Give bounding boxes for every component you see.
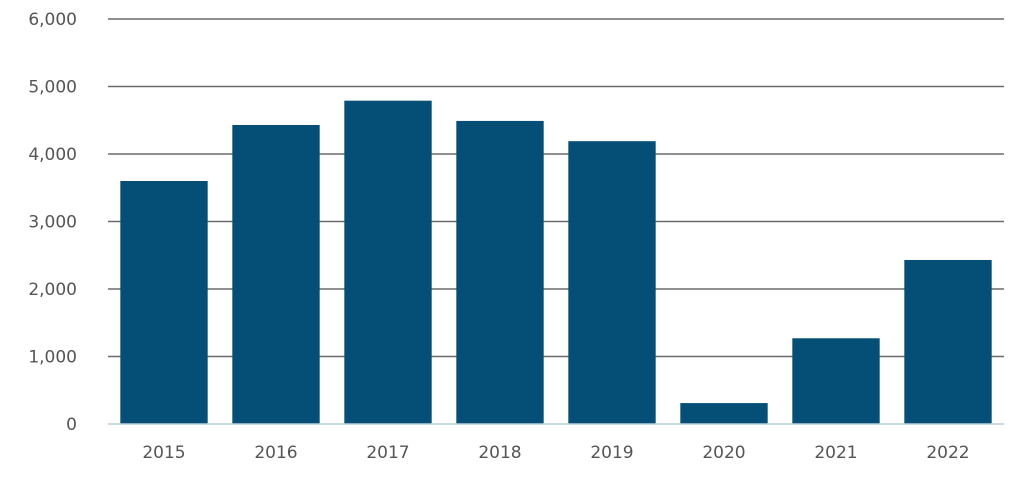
bar-2018 <box>456 120 544 425</box>
x-tick-label: 2015 <box>142 443 185 463</box>
bar-2022 <box>904 259 992 424</box>
y-axis-tick-labels: 0 1,000 2,000 3,000 4,000 5,000 6,000 <box>28 10 77 435</box>
bar-2020 <box>680 403 768 424</box>
x-tick-label: 2020 <box>702 443 745 463</box>
bar-2017 <box>344 100 432 425</box>
x-tick-label: 2019 <box>590 443 633 463</box>
y-tick-label: 5,000 <box>28 78 77 98</box>
y-tick-label: 0 <box>66 415 77 435</box>
bars <box>120 100 992 425</box>
bar-2019 <box>568 141 656 425</box>
x-tick-label: 2018 <box>478 443 521 463</box>
y-tick-label: 6,000 <box>28 10 77 30</box>
bar-2021 <box>792 338 880 424</box>
bar-2015 <box>120 181 208 424</box>
y-tick-label: 1,000 <box>28 348 77 368</box>
x-tick-label: 2017 <box>366 443 409 463</box>
bar-2016 <box>232 124 320 424</box>
x-tick-label: 2021 <box>814 443 857 463</box>
x-tick-label: 2022 <box>926 443 969 463</box>
y-tick-label: 4,000 <box>28 145 77 165</box>
x-tick-label: 2016 <box>254 443 297 463</box>
y-tick-label: 2,000 <box>28 280 77 300</box>
y-tick-label: 3,000 <box>28 213 77 233</box>
x-axis-tick-labels: 2015 2016 2017 2018 2019 2020 2021 2022 <box>142 443 969 463</box>
